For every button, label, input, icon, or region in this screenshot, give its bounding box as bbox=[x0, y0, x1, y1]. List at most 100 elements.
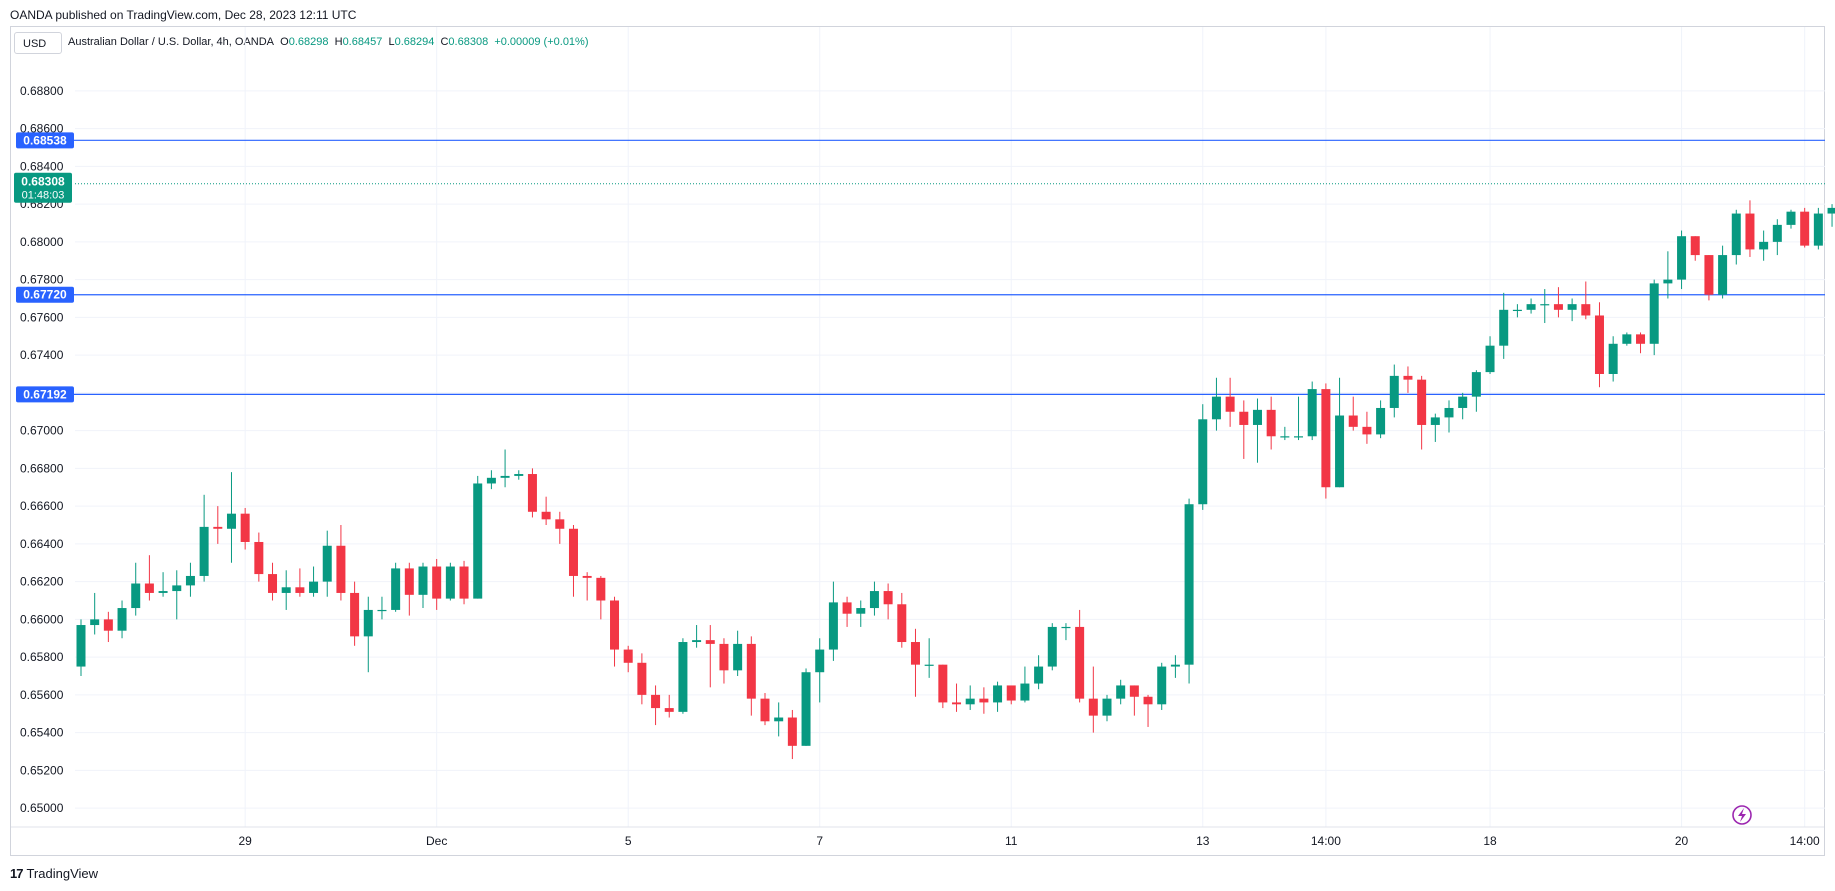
candle-up bbox=[1512, 309, 1522, 312]
y-tick-label: 0.67000 bbox=[20, 424, 64, 438]
close-label: C bbox=[440, 36, 449, 48]
candle-up bbox=[1526, 304, 1536, 310]
candle-down bbox=[1239, 411, 1249, 425]
lightning-bolt-icon bbox=[1738, 808, 1746, 822]
candle-up bbox=[1294, 436, 1304, 438]
candle-up bbox=[1540, 304, 1550, 306]
candle-up bbox=[1198, 419, 1208, 505]
y-tick-label: 0.68000 bbox=[20, 235, 64, 249]
candle-up bbox=[514, 474, 524, 476]
candle-down bbox=[1348, 415, 1358, 427]
footer-branding: 17 TradingView bbox=[10, 866, 98, 881]
candle-down bbox=[527, 474, 537, 512]
x-tick-label: Dec bbox=[426, 834, 447, 848]
x-tick-label: 11 bbox=[1005, 834, 1018, 848]
last-price-tag bbox=[14, 172, 72, 203]
candle-down bbox=[268, 574, 278, 593]
candle-up bbox=[1252, 409, 1262, 425]
candle-up bbox=[1211, 396, 1221, 420]
candle-down bbox=[787, 717, 797, 746]
candle-down bbox=[883, 591, 893, 605]
candle-down bbox=[979, 698, 989, 703]
y-tick-label: 0.67600 bbox=[20, 310, 64, 324]
y-tick-label: 0.65400 bbox=[20, 726, 64, 740]
candle-up bbox=[1485, 345, 1495, 373]
candle-down bbox=[1800, 211, 1810, 246]
y-tick-label: 0.66400 bbox=[20, 537, 64, 551]
candle-up bbox=[185, 575, 195, 586]
candle-down bbox=[582, 575, 592, 578]
candle-down bbox=[1088, 698, 1098, 716]
lightning-icon bbox=[1732, 805, 1752, 825]
candle-down bbox=[213, 526, 223, 529]
candle-up bbox=[486, 477, 496, 484]
candle-up bbox=[309, 581, 319, 593]
level-price-tag bbox=[16, 386, 74, 403]
y-tick-label: 0.65800 bbox=[20, 650, 64, 664]
candle-up bbox=[445, 566, 455, 599]
x-tick-label: 14:00 bbox=[1311, 834, 1341, 848]
y-tick-label: 0.65600 bbox=[20, 688, 64, 702]
currency-selector[interactable]: USD bbox=[14, 32, 62, 54]
candle-up bbox=[1608, 343, 1618, 374]
candle-down bbox=[897, 604, 907, 643]
candle-up bbox=[1335, 415, 1345, 488]
candle-down bbox=[760, 698, 770, 722]
y-tick-label: 0.65000 bbox=[20, 801, 64, 815]
candle-down bbox=[240, 513, 250, 542]
candle-up bbox=[90, 619, 100, 626]
candle-up bbox=[377, 609, 387, 612]
candle-down bbox=[1321, 389, 1331, 488]
candle-down bbox=[432, 566, 442, 599]
candle-up bbox=[1759, 241, 1769, 250]
candle-up bbox=[391, 568, 401, 610]
candle-up bbox=[856, 608, 866, 614]
level-price-label: 0.67192 bbox=[23, 387, 67, 401]
candle-down bbox=[719, 643, 729, 671]
close-value: 0.68308 bbox=[448, 36, 489, 48]
candle-up bbox=[815, 649, 825, 673]
y-tick-label: 0.67800 bbox=[20, 273, 64, 287]
candle-up bbox=[76, 625, 86, 667]
candle-up bbox=[993, 685, 1003, 703]
high-label: H bbox=[334, 36, 343, 48]
candle-up bbox=[1020, 683, 1030, 701]
candle-down bbox=[1266, 409, 1276, 437]
candle-up bbox=[199, 526, 209, 576]
x-tick-label: 18 bbox=[1483, 834, 1497, 848]
change-value: +0.00009 (+0.01%) bbox=[494, 36, 589, 48]
x-tick-label: 14:00 bbox=[1790, 834, 1820, 848]
high-value: 0.68457 bbox=[342, 36, 383, 48]
published-caption: OANDA published on TradingView.com, Dec … bbox=[10, 8, 357, 22]
candle-up bbox=[965, 698, 975, 705]
y-tick-label: 0.66600 bbox=[20, 499, 64, 513]
candle-up bbox=[281, 587, 291, 593]
y-tick-label: 0.66000 bbox=[20, 612, 64, 626]
candle-down bbox=[664, 708, 674, 712]
candle-up bbox=[1047, 626, 1057, 667]
candle-up bbox=[500, 475, 510, 478]
x-tick-label: 29 bbox=[238, 834, 252, 848]
candle-down bbox=[596, 577, 606, 601]
candle-down bbox=[295, 587, 305, 593]
candle-up bbox=[226, 513, 236, 529]
candle-up bbox=[1116, 685, 1126, 699]
candle-up bbox=[1622, 334, 1632, 344]
candle-down bbox=[651, 694, 661, 709]
candle-down bbox=[637, 662, 647, 695]
candle-up bbox=[322, 545, 332, 582]
candle-down bbox=[1594, 315, 1604, 374]
candle-up bbox=[1280, 436, 1290, 438]
x-tick-label: 20 bbox=[1675, 834, 1689, 848]
candle-down bbox=[459, 566, 469, 599]
candle-up bbox=[473, 483, 483, 599]
candle-up bbox=[801, 672, 811, 746]
candle-down bbox=[1417, 379, 1427, 425]
candle-up bbox=[1567, 304, 1577, 310]
candle-down bbox=[1075, 626, 1085, 699]
candle-up bbox=[1731, 213, 1741, 256]
open-label: O bbox=[280, 36, 289, 48]
candle-up bbox=[774, 717, 784, 722]
candle-down bbox=[746, 643, 756, 699]
